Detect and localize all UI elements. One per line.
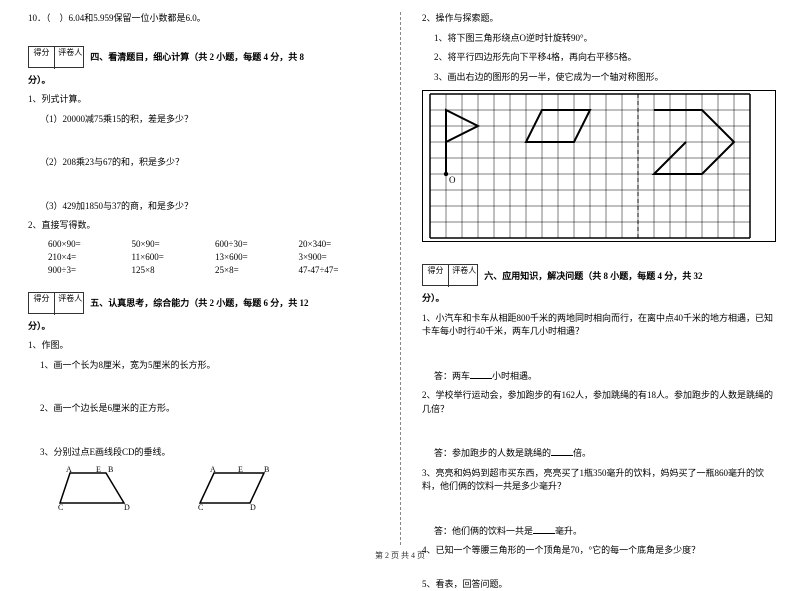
grader-label: 评卷人: [57, 293, 83, 315]
sec5-p1: 1、作图。: [28, 339, 382, 353]
sec5-p1a: 1、画一个长为8厘米，宽为5厘米的长方形。: [28, 359, 382, 373]
svg-text:O: O: [449, 175, 456, 185]
score-box: 得分 评卷人: [422, 264, 478, 286]
sec4-title: 四、看清题目，细心计算（共 2 小题，每题 4 分，共 8: [90, 50, 304, 63]
q6-1: 1、小汽车和卡车从相距800千米的两地同时相向而行，在离中点40千米的地方相遇，…: [422, 312, 776, 339]
calc-cell: 3×900=: [299, 252, 383, 262]
sec4-p1: 1、列式计算。: [28, 93, 382, 107]
calc-cell: 900÷3=: [48, 265, 132, 275]
grid-figure: O: [422, 90, 776, 242]
calc-cell: 600×90=: [48, 239, 132, 249]
op-c: 3、画出右边的图形的另一半，使它成为一个轴对称图形。: [422, 71, 776, 85]
blank[interactable]: [551, 446, 573, 456]
grid-svg: O: [423, 91, 757, 241]
a6-3: 答：他们俩的饮料一共是 毫升。: [422, 524, 776, 539]
calc-cell: 125×8: [132, 265, 216, 275]
calc-cell: 25×8=: [215, 265, 299, 275]
calc-row: 900÷3= 125×8 25×8= 47-47÷47=: [28, 265, 382, 275]
right-column: 2、操作与探索题。 1、将下图三角形绕点O逆时针旋转90°。 2、将平行四边形先…: [400, 0, 800, 565]
blank[interactable]: [470, 369, 492, 379]
blank[interactable]: [533, 524, 555, 534]
a6-3a: 答：他们俩的饮料一共是: [434, 526, 533, 536]
score-box: 得分 评卷人: [28, 46, 84, 68]
op-b: 2、将平行四边形先向下平移4格，再向右平移5格。: [422, 51, 776, 65]
sec5-title2: 分）。: [28, 320, 382, 334]
svg-text:D: D: [250, 503, 256, 511]
q6-3: 3、亮亮和妈妈到超市买东西，亮亮买了1瓶350毫升的饮料，妈妈买了一瓶860毫升…: [422, 467, 776, 494]
sec6-title2: 分）。: [422, 292, 776, 306]
sec6-header: 得分 评卷人 六、应用知识，解决问题（共 8 小题，每题 4 分，共 32: [422, 264, 776, 286]
sec4-p1b: （2）208乘23与67的和，积是多少？: [28, 156, 382, 170]
sec4-p2: 2、直接写得数。: [28, 219, 382, 233]
calc-cell: 47-47÷47=: [299, 265, 383, 275]
score-label: 得分: [423, 265, 449, 287]
svg-text:C: C: [198, 503, 203, 511]
left-column: 10．（ ）6.04和5.959保留一位小数都是6.0。 得分 评卷人 四、看清…: [0, 0, 400, 565]
a6-2a: 答：参加跑步的人数是跳绳的: [434, 448, 551, 458]
sec4-title2: 分）。: [28, 74, 382, 88]
calc-row: 600×90= 50×90= 600÷30= 20×340=: [28, 239, 382, 249]
a6-2: 答：参加跑步的人数是跳绳的 倍。: [422, 446, 776, 461]
score-label: 得分: [29, 293, 55, 315]
calc-cell: 210×4=: [48, 252, 132, 262]
grader-label: 评卷人: [451, 265, 477, 287]
sec5-title: 五、认真思考，综合能力（共 2 小题，每题 6 分，共 12: [90, 296, 308, 309]
svg-text:B: B: [108, 465, 113, 474]
a6-1: 答：两车 小时相遇。: [422, 369, 776, 384]
sec4-p1c: （3）429加1850与37的商，和是多少？: [28, 200, 382, 214]
score-box: 得分 评卷人: [28, 292, 84, 314]
svg-text:D: D: [124, 503, 130, 511]
q6-5: 5、看表，回答问题。: [422, 578, 776, 591]
op-title: 2、操作与探索题。: [422, 12, 776, 26]
score-label: 得分: [29, 47, 55, 69]
page-footer: 第 2 页 共 4 页: [0, 550, 800, 561]
op-a: 1、将下图三角形绕点O逆时针旋转90°。: [422, 32, 776, 46]
calc-cell: 13×600=: [215, 252, 299, 262]
sec5-p1c: 3、分别过点E画线段CD的垂线。: [28, 446, 382, 460]
sec4-header: 得分 评卷人 四、看清题目，细心计算（共 2 小题，每题 4 分，共 8: [28, 46, 382, 68]
svg-text:E: E: [238, 465, 243, 474]
svg-text:A: A: [66, 465, 72, 474]
a6-1b: 小时相遇。: [492, 371, 537, 381]
shapes-row: A E B C D A E B C D: [28, 465, 382, 511]
svg-text:C: C: [58, 503, 63, 511]
calc-cell: 20×340=: [299, 239, 383, 249]
q10: 10．（ ）6.04和5.959保留一位小数都是6.0。: [28, 12, 382, 26]
grader-label: 评卷人: [57, 47, 83, 69]
sec4-p1a: （1）20000减75乘15的积，差是多少？: [28, 113, 382, 127]
q6-2: 2、学校举行运动会，参加跑步的有162人，参加跳绳的有18人。参加跑步的人数是跳…: [422, 389, 776, 416]
calc-row: 210×4= 11×600= 13×600= 3×900=: [28, 252, 382, 262]
svg-text:B: B: [264, 465, 269, 474]
parallelogram-shape: A E B C D: [198, 465, 278, 511]
a6-1a: 答：两车: [434, 371, 470, 381]
svg-text:E: E: [96, 465, 101, 474]
a6-3b: 毫升。: [555, 526, 582, 536]
sec6-title: 六、应用知识，解决问题（共 8 小题，每题 4 分，共 32: [484, 269, 702, 282]
trapezoid-shape: A E B C D: [58, 465, 138, 511]
calc-cell: 50×90=: [132, 239, 216, 249]
a6-2b: 倍。: [573, 448, 591, 458]
sec5-header: 得分 评卷人 五、认真思考，综合能力（共 2 小题，每题 6 分，共 12: [28, 292, 382, 314]
calc-cell: 11×600=: [132, 252, 216, 262]
sec5-p1b: 2、画一个边长是6厘米的正方形。: [28, 402, 382, 416]
svg-text:A: A: [210, 465, 216, 474]
calc-cell: 600÷30=: [215, 239, 299, 249]
